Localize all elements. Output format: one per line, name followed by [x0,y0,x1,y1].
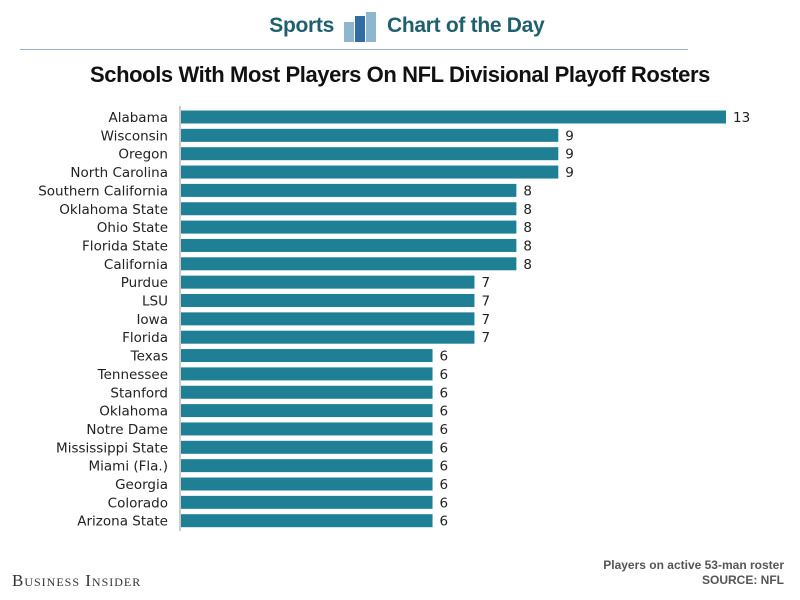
value-label: 6 [440,349,449,365]
value-label: 8 [523,238,532,254]
category-label: Southern California [38,183,168,199]
value-label: 9 [565,165,574,181]
bar [181,220,517,234]
value-label: 6 [440,495,449,511]
bar [181,459,433,473]
value-label: 8 [523,220,532,236]
value-label: 6 [440,385,449,401]
bar [181,422,433,436]
value-label: 6 [440,440,449,456]
bar [181,385,433,399]
value-label: 8 [523,257,532,273]
category-label: Iowa [136,312,168,328]
value-label: 6 [440,367,449,383]
category-label: Colorado [108,495,168,511]
bar [181,349,433,363]
bar [181,312,475,326]
value-label: 7 [481,294,490,310]
category-label: Oklahoma [99,404,168,420]
bar [181,330,475,344]
footnote-units: Players on active 53-man roster [603,558,784,572]
value-label: 8 [523,202,532,218]
category-label: California [104,257,168,273]
category-label: Arizona State [77,514,168,530]
category-label: Miami (Fla.) [89,459,168,475]
category-label: Florida [122,330,168,346]
category-label: Tennessee [97,367,168,383]
value-label: 6 [440,459,449,475]
category-label: LSU [142,294,168,310]
category-label: Oklahoma State [59,202,168,218]
bar [181,367,433,381]
value-label: 9 [565,128,574,144]
category-label: Oregon [118,147,168,163]
bar [181,440,433,454]
category-label: Wisconsin [101,128,168,144]
category-label: Purdue [121,275,168,291]
category-label: Alabama [108,110,168,126]
category-label: Ohio State [97,220,168,236]
bar [181,257,517,271]
value-label: 9 [565,147,574,163]
value-label: 6 [440,404,449,420]
brand-chart-of-the-day-label: Chart of the Day [387,14,545,37]
value-label: 6 [440,422,449,438]
value-label: 13 [733,110,750,126]
publisher-logo: Business Insider [12,571,142,590]
brand-sports-label: Sports [269,14,334,37]
bar [181,110,726,124]
bar-chart-logo-icon [344,12,376,42]
footnote: Players on active 53-man roster SOURCE: … [603,558,784,588]
value-label: 6 [440,477,449,493]
category-label: Notre Dame [86,422,168,438]
bar [181,183,517,197]
bar [181,165,559,179]
bar [181,477,433,491]
category-label: North Carolina [70,165,168,181]
bar [181,404,433,418]
category-label: Florida State [82,238,168,254]
chart-title: Schools With Most Players On NFL Divisio… [89,62,711,87]
bar [181,495,433,509]
value-label: 7 [481,312,490,328]
category-label: Mississippi State [56,440,168,456]
value-label: 7 [481,275,490,291]
bar [181,147,559,161]
category-label: Texas [130,349,168,365]
bar [181,514,433,528]
category-label: Stanford [110,385,168,401]
value-label: 6 [440,514,449,530]
footnote-source: SOURCE: NFL [702,573,784,587]
header-divider [20,49,688,50]
value-label: 8 [523,183,532,199]
bar [181,294,475,307]
bar [181,202,517,216]
category-label: Georgia [115,477,168,493]
bar [181,275,475,289]
value-label: 7 [481,330,490,346]
chart-header: Sports Chart of the Day [0,0,800,52]
bar [181,238,517,252]
bar [181,128,559,142]
